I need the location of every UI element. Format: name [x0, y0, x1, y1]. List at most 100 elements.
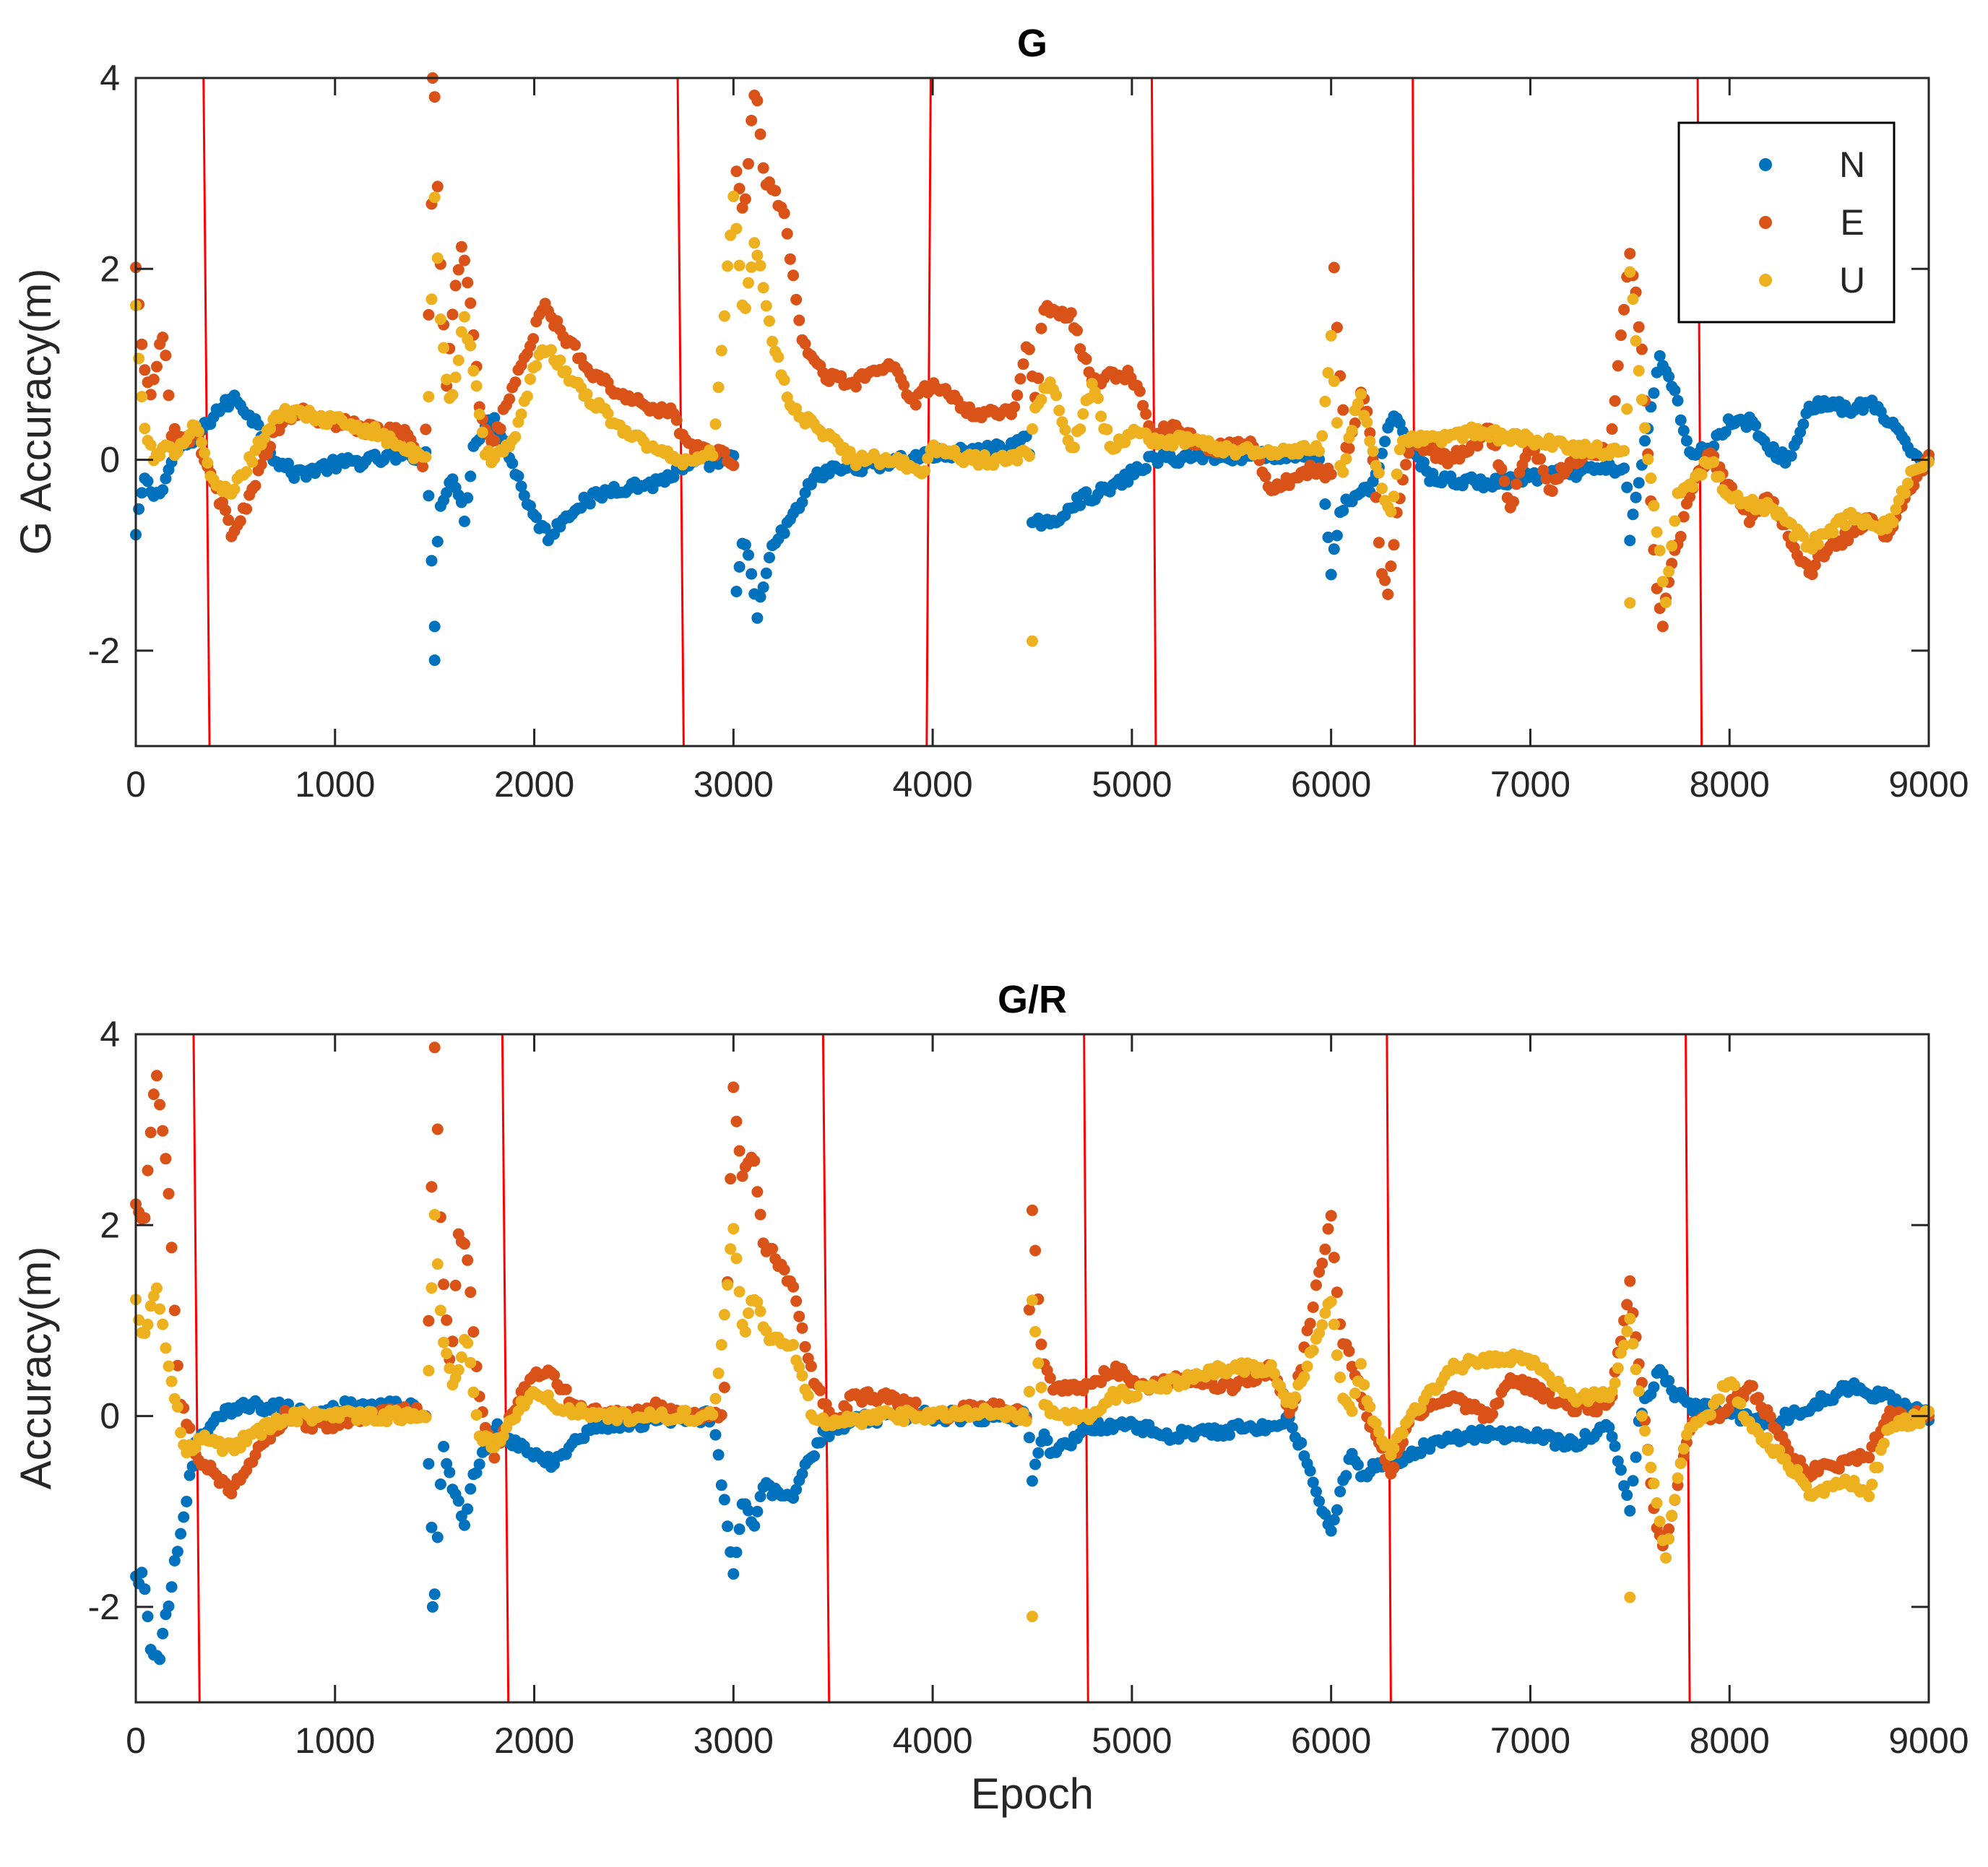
- data-point: [183, 428, 196, 441]
- data-point: [1618, 445, 1630, 457]
- data-point: [1396, 1427, 1409, 1439]
- data-point: [464, 1356, 477, 1369]
- data-point: [1304, 1465, 1316, 1477]
- data-point: [796, 1468, 808, 1480]
- data-point: [1687, 481, 1699, 493]
- data-point: [428, 91, 441, 103]
- data-point: [420, 423, 432, 436]
- data-point: [706, 449, 719, 462]
- data-point: [168, 1554, 181, 1567]
- data-point: [1621, 481, 1633, 493]
- data-point: [282, 457, 294, 469]
- data-point: [199, 447, 211, 459]
- data-point: [168, 423, 181, 435]
- legend-entry-e: E: [1759, 202, 1864, 243]
- data-point: [1307, 1476, 1319, 1489]
- data-point: [1674, 414, 1687, 426]
- data-point: [1656, 576, 1669, 588]
- data-point: [1286, 1421, 1298, 1434]
- data-point: [165, 1242, 178, 1254]
- data-point: [793, 314, 805, 326]
- data-point: [1032, 1447, 1045, 1459]
- x-axis-label: Epoch: [971, 1769, 1094, 1818]
- data-point: [784, 253, 796, 265]
- data-point: [1346, 1405, 1358, 1417]
- data-point: [575, 502, 587, 514]
- data-point: [1023, 1385, 1035, 1398]
- data-point: [718, 446, 730, 458]
- data-point: [1630, 1451, 1642, 1463]
- data-point: [1017, 358, 1029, 371]
- data-point: [1131, 1390, 1143, 1402]
- data-point: [1750, 420, 1762, 431]
- data-point: [1546, 485, 1558, 497]
- data-point: [417, 461, 429, 472]
- data-point: [1388, 490, 1400, 503]
- data-point: [462, 1254, 474, 1266]
- cycle-slip-line: [1412, 77, 1416, 747]
- data-point: [1908, 1408, 1920, 1421]
- data-point: [154, 1653, 166, 1665]
- cycle-slip-line: [1150, 77, 1157, 747]
- data-point: [1393, 443, 1406, 456]
- data-point: [1898, 487, 1911, 499]
- data-point: [241, 466, 253, 478]
- data-point: [1331, 321, 1343, 334]
- cycle-slip-line: [1685, 1034, 1691, 1703]
- data-point: [1328, 543, 1340, 555]
- data-point: [1722, 1403, 1734, 1415]
- data-point: [1325, 1525, 1337, 1537]
- data-point: [1355, 388, 1367, 400]
- data-point: [1534, 453, 1547, 465]
- data-point: [1328, 375, 1340, 387]
- data-point: [730, 586, 743, 597]
- data-point: [1606, 423, 1618, 435]
- data-point: [142, 1164, 154, 1177]
- data-point: [1666, 1509, 1678, 1522]
- data-point: [530, 360, 543, 372]
- data-point: [1328, 261, 1340, 274]
- data-point: [151, 360, 163, 373]
- data-point: [157, 1627, 169, 1639]
- data-point: [459, 1519, 470, 1531]
- data-point: [754, 1491, 766, 1502]
- data-point: [909, 1396, 922, 1408]
- data-point: [291, 1416, 303, 1428]
- data-point: [462, 492, 474, 504]
- data-point: [1385, 560, 1397, 572]
- data-point: [464, 1286, 477, 1299]
- data-point: [1508, 495, 1519, 508]
- data-point: [1385, 506, 1397, 518]
- data-point: [1618, 303, 1630, 316]
- data-point: [142, 475, 154, 488]
- data-point: [1068, 441, 1080, 454]
- data-point: [423, 308, 435, 321]
- data-point: [1669, 515, 1681, 527]
- data-point: [1080, 353, 1092, 365]
- data-point: [733, 1286, 746, 1298]
- outlier-point: [1027, 1611, 1038, 1623]
- data-point: [139, 1583, 151, 1595]
- data-point: [1627, 293, 1639, 306]
- data-point: [183, 1422, 196, 1434]
- data-point: [192, 425, 204, 438]
- data-point: [171, 1546, 183, 1558]
- data-point: [464, 1483, 477, 1495]
- data-point: [446, 1335, 459, 1348]
- data-point: [1672, 1472, 1684, 1484]
- data-point: [964, 401, 976, 413]
- data-point: [165, 1375, 178, 1387]
- data-point: [1029, 1244, 1042, 1257]
- data-point: [252, 419, 264, 431]
- y-tick-label: 4: [100, 1014, 120, 1054]
- data-point: [545, 344, 557, 356]
- data-point: [760, 1325, 772, 1337]
- data-point: [1669, 384, 1681, 397]
- data-point: [1352, 398, 1364, 410]
- x-tick-label: 5000: [1092, 1720, 1172, 1761]
- data-point: [1651, 1497, 1663, 1509]
- data-point: [1642, 454, 1654, 465]
- data-point: [1313, 1495, 1326, 1507]
- data-point: [368, 421, 381, 433]
- data-point: [1635, 1410, 1648, 1422]
